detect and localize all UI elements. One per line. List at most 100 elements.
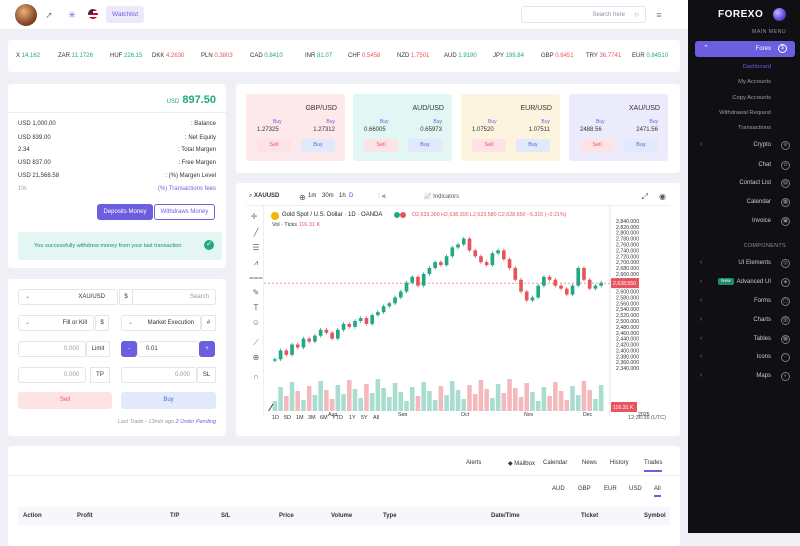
lot-increase-button[interactable]: + <box>199 341 215 357</box>
interval-1h[interactable]: 1h <box>339 193 346 199</box>
column-volume[interactable]: Volume <box>331 513 353 519</box>
sidebar-item-chat[interactable]: Chat <box>758 162 771 168</box>
pair-sell-button[interactable]: Sell <box>580 139 614 152</box>
ruler-icon[interactable]: ⟋ <box>253 338 259 347</box>
crosshair-icon[interactable]: ✛ <box>250 212 258 221</box>
pair-card[interactable]: XAU/USD Buy Buy 2488.56 2471.56 Sell Buy <box>569 94 668 161</box>
sidebar-item-charts[interactable]: Charts <box>753 317 771 323</box>
sidebar-item-forms[interactable]: Forms <box>754 298 771 304</box>
us-flag-icon[interactable] <box>88 9 100 21</box>
column-ticket[interactable]: Ticket <box>581 513 599 519</box>
take-profit-input[interactable]: 0.000 <box>18 367 86 383</box>
tab-news[interactable]: News <box>582 460 597 466</box>
column-symbol[interactable]: Symbol <box>644 513 666 519</box>
price-chart[interactable]: 2,840.0002,820.0002,800.0002,780.0002,76… <box>264 206 670 416</box>
sidebar-item-crypto[interactable]: Crypto <box>753 142 771 148</box>
sidebar-item-maps[interactable]: Maps <box>756 373 771 379</box>
column-tp[interactable]: T/P <box>170 513 180 519</box>
ticker-item[interactable]: NZD 1.7501 <box>397 53 429 59</box>
withdraw-button[interactable]: Withdraws Money <box>154 204 215 220</box>
trendline-icon[interactable]: ╱ <box>253 228 259 237</box>
sidebar-item-forex[interactable]: ⌃ Forex $ <box>695 41 795 57</box>
range-5d[interactable]: 5D <box>284 415 292 421</box>
buy-button[interactable]: Buy <box>121 392 216 409</box>
sidebar-sub-transactions[interactable]: Transactions <box>738 125 771 132</box>
sidebar-item-contact-list[interactable]: Contact List <box>739 180 771 186</box>
range-1y[interactable]: 1Y <box>349 415 356 421</box>
sidebar-item-calendar[interactable]: Calendar <box>746 199 771 205</box>
column-action[interactable]: Action <box>23 513 42 519</box>
deposit-button[interactable]: Deposits Money <box>97 204 153 220</box>
price-input[interactable]: 0.000 <box>18 341 86 357</box>
column-price[interactable]: Price <box>279 513 294 519</box>
ticker-item[interactable]: CHF 0.5458 <box>348 53 380 59</box>
pending-orders-link[interactable]: 2 Order Pending <box>175 419 216 425</box>
range-1m[interactable]: 1M <box>296 415 304 421</box>
ticker-item[interactable]: CAD 0.8410 <box>250 53 283 59</box>
ticker-item[interactable]: PLN 0.3803 <box>201 53 233 59</box>
range-all[interactable]: All <box>373 415 380 421</box>
ticker-item[interactable]: DKK 4.2630 <box>152 53 184 59</box>
chart-type-icon[interactable]: ⫶ ⫷ <box>378 193 386 200</box>
tab-trades[interactable]: Trades <box>644 460 663 472</box>
pair-card[interactable]: EUR/USD Buy Buy 1.07520 1.07511 Sell Buy <box>461 94 560 161</box>
column-datetime[interactable]: Date/Time <box>491 513 520 519</box>
ticker-item[interactable]: HUF 226.15 <box>110 53 142 59</box>
zoom-icon[interactable]: ⊕ <box>252 353 260 362</box>
tab-calendar[interactable]: Calendar <box>543 460 567 466</box>
search-input[interactable]: Search here ○ <box>521 6 646 23</box>
menu-icon[interactable]: ≡ <box>656 10 662 20</box>
ticker-item[interactable]: TRY 36.7741 <box>586 53 621 59</box>
filter-all[interactable]: All <box>654 486 661 497</box>
order-search-input[interactable]: Search <box>132 289 216 305</box>
pair-select[interactable]: ⌄ XAU/USD <box>18 289 118 305</box>
range-3m[interactable]: 3M <box>308 415 316 421</box>
rocket-icon[interactable]: ➚ <box>45 10 53 20</box>
fill-type-select[interactable]: ⌄ Fill or Kill <box>18 315 94 331</box>
column-sl[interactable]: S/L <box>221 513 231 519</box>
range-ytd[interactable]: YTD <box>332 415 343 421</box>
limit-label[interactable]: Limit <box>86 341 110 357</box>
pair-sell-button[interactable]: Sell <box>364 139 398 152</box>
text-icon[interactable]: T <box>253 303 259 312</box>
indicators-button[interactable]: 📈 Indicators <box>424 193 459 200</box>
ticker-item[interactable]: X 14.162 <box>16 53 40 59</box>
column-type[interactable]: Type <box>383 513 397 519</box>
pair-buy-button[interactable]: Buy <box>624 139 658 152</box>
column-profit[interactable]: Profit <box>77 513 93 519</box>
emoji-icon[interactable]: ☺ <box>251 318 261 327</box>
sidebar-item-tables[interactable]: Tables <box>753 336 771 342</box>
sidebar-item-icons[interactable]: Icons <box>756 354 771 360</box>
pair-buy-button[interactable]: Buy <box>301 139 335 152</box>
pattern-icon[interactable]: ⩘ <box>253 258 259 267</box>
ticker-item[interactable]: INR 81.07 <box>305 53 332 59</box>
sidebar-sub-copy-accounts[interactable]: Copy Accounts <box>732 94 771 101</box>
sidebar-sub-dashboard[interactable]: Dashboard <box>742 64 771 70</box>
ticker-item[interactable]: GBP 0.8451 <box>541 53 574 59</box>
filter-aud[interactable]: AUD <box>552 486 565 492</box>
pair-buy-button[interactable]: Buy <box>408 139 442 152</box>
pair-sell-button[interactable]: Sell <box>472 139 506 152</box>
interval-1m[interactable]: 1m <box>308 193 317 199</box>
range-5y[interactable]: 5Y <box>361 415 368 421</box>
fullscreen-icon[interactable]: ⤢ <box>641 192 648 201</box>
avatar[interactable] <box>15 4 37 26</box>
pair-buy-button[interactable]: Buy <box>516 139 550 152</box>
stop-loss-input[interactable]: 0.000 <box>121 367 197 383</box>
lot-input[interactable]: 0.01 <box>137 341 200 357</box>
filter-usd[interactable]: USD <box>629 486 642 492</box>
fib-icon[interactable]: ☰ <box>252 243 260 252</box>
filter-gbp[interactable]: GBP <box>578 486 591 492</box>
magnet-icon[interactable]: ∩ <box>253 372 259 381</box>
brush-icon[interactable]: ✎ <box>252 288 260 297</box>
sell-button[interactable]: Sell <box>18 392 112 409</box>
sidebar-sub-withdrawal-request[interactable]: Withdrawal Request <box>719 109 771 116</box>
tab-mailbox[interactable]: ◆ Mailbox <box>508 461 535 467</box>
execution-select[interactable]: ⌄ Market Execution <box>121 315 201 331</box>
ticker-item[interactable]: EUR 0.84510 <box>632 53 668 59</box>
add-symbol-icon[interactable]: ⊕ <box>299 193 306 202</box>
tab-history[interactable]: History <box>610 460 629 466</box>
pair-sell-button[interactable]: Sell <box>257 139 291 152</box>
tab-alerts[interactable]: Alerts <box>466 460 481 466</box>
watchlist-button[interactable]: Watchlist <box>106 6 144 23</box>
